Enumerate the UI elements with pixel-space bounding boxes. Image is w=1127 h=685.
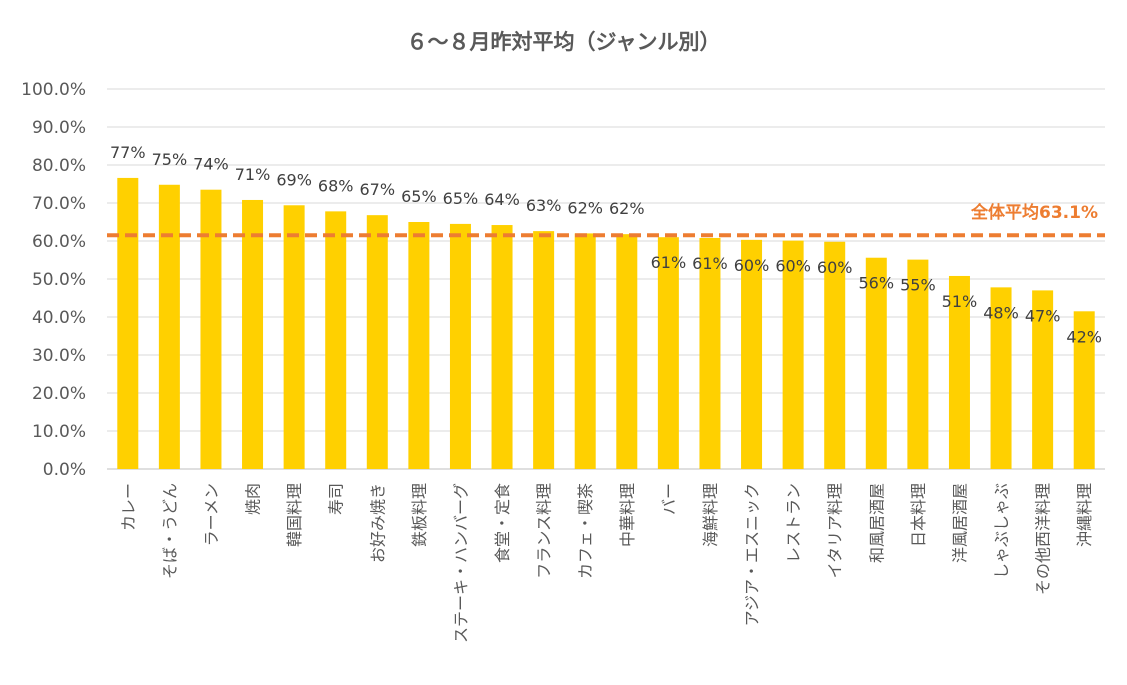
data-label: 65% — [443, 189, 479, 208]
data-label: 60% — [775, 257, 811, 276]
x-tick-label: 食堂・定食 — [493, 483, 512, 563]
data-label: 61% — [651, 253, 687, 272]
data-label: 74% — [193, 155, 229, 174]
bar — [699, 237, 721, 469]
bar — [574, 233, 596, 469]
x-tick-label: レストラン — [784, 483, 803, 563]
data-label: 60% — [734, 256, 770, 275]
bar — [1032, 290, 1054, 469]
average-line-label: 全体平均63.1% — [970, 202, 1098, 223]
data-label: 65% — [401, 187, 437, 206]
x-tick-label: 日本料理 — [909, 483, 928, 547]
bar — [200, 189, 222, 469]
data-label: 47% — [1025, 306, 1061, 325]
data-label: 63% — [526, 196, 562, 215]
bar — [533, 231, 555, 469]
x-tick-label: イタリア料理 — [826, 483, 845, 578]
x-tick-label: しゃぶしゃぶ — [992, 483, 1011, 579]
x-tick-label: 洋風居酒屋 — [950, 483, 969, 563]
y-tick-label: 50.0% — [32, 270, 86, 290]
x-tick-label: 韓国料理 — [285, 483, 304, 547]
bar — [242, 199, 264, 469]
y-tick-label: 0.0% — [43, 460, 86, 480]
y-tick-label: 30.0% — [32, 346, 86, 366]
y-tick-label: 90.0% — [32, 118, 86, 138]
data-label: 62% — [609, 199, 645, 218]
chart-title: ６～８月昨対平均（ジャンル別） — [406, 30, 721, 54]
x-tick-label: 焼肉 — [244, 483, 263, 515]
bar — [865, 257, 887, 469]
data-label: 67% — [360, 180, 396, 199]
bar — [657, 237, 679, 469]
bar — [325, 211, 347, 470]
data-label: 48% — [983, 303, 1019, 322]
x-tick-label: 海鮮料理 — [701, 483, 720, 547]
x-tick-label: アジア・エスニック — [743, 483, 762, 626]
x-tick-label: バー — [659, 483, 678, 515]
data-label: 77% — [110, 143, 146, 162]
bar — [449, 223, 471, 469]
y-tick-label: 70.0% — [32, 194, 86, 214]
x-tick-label: 和風居酒屋 — [867, 483, 886, 563]
data-label: 51% — [942, 292, 978, 311]
bar — [948, 275, 970, 469]
x-tick-label: そば・うどん — [160, 483, 179, 579]
data-label: 56% — [859, 274, 895, 293]
x-tick-label: 鉄板料理 — [410, 483, 429, 547]
x-tick-label: フランス料理 — [535, 483, 554, 579]
bar — [990, 287, 1012, 469]
x-tick-label: カフェ・喫茶 — [576, 483, 595, 579]
y-tick-label: 80.0% — [32, 156, 86, 176]
bar — [283, 205, 305, 469]
data-label: 75% — [152, 150, 188, 169]
bar — [408, 222, 430, 469]
x-tick-label: ステーキ・ハンバーグ — [451, 483, 470, 643]
y-tick-label: 100.0% — [21, 80, 86, 100]
bar — [741, 239, 763, 469]
data-label: 71% — [235, 165, 271, 184]
data-label: 62% — [567, 198, 603, 217]
x-tick-label: 沖縄料理 — [1075, 483, 1094, 547]
bar — [366, 215, 388, 469]
bar — [616, 234, 638, 469]
data-label: 61% — [692, 254, 728, 273]
x-tick-label: ラーメン — [202, 483, 221, 546]
y-tick-label: 60.0% — [32, 232, 86, 252]
bar — [1073, 311, 1095, 469]
y-tick-label: 40.0% — [32, 308, 86, 328]
y-tick-label: 10.0% — [32, 422, 86, 442]
x-tick-label: お好み焼き — [368, 483, 387, 563]
bar — [117, 177, 139, 470]
data-label: 68% — [318, 176, 354, 195]
x-tick-label: 寿司 — [327, 483, 346, 515]
bar — [782, 240, 804, 469]
data-label: 55% — [900, 276, 936, 295]
x-tick-label: 中華料理 — [618, 483, 637, 547]
bar — [491, 225, 513, 469]
x-tick-label: その他西洋料理 — [1034, 483, 1053, 595]
data-label: 69% — [276, 170, 312, 189]
x-tick-label: カレー — [119, 483, 138, 531]
bar — [824, 241, 846, 469]
bar — [158, 184, 180, 469]
data-label: 60% — [817, 258, 853, 277]
bar — [907, 259, 929, 469]
data-label: 42% — [1066, 327, 1102, 346]
y-tick-label: 20.0% — [32, 384, 86, 404]
data-label: 64% — [484, 190, 520, 209]
